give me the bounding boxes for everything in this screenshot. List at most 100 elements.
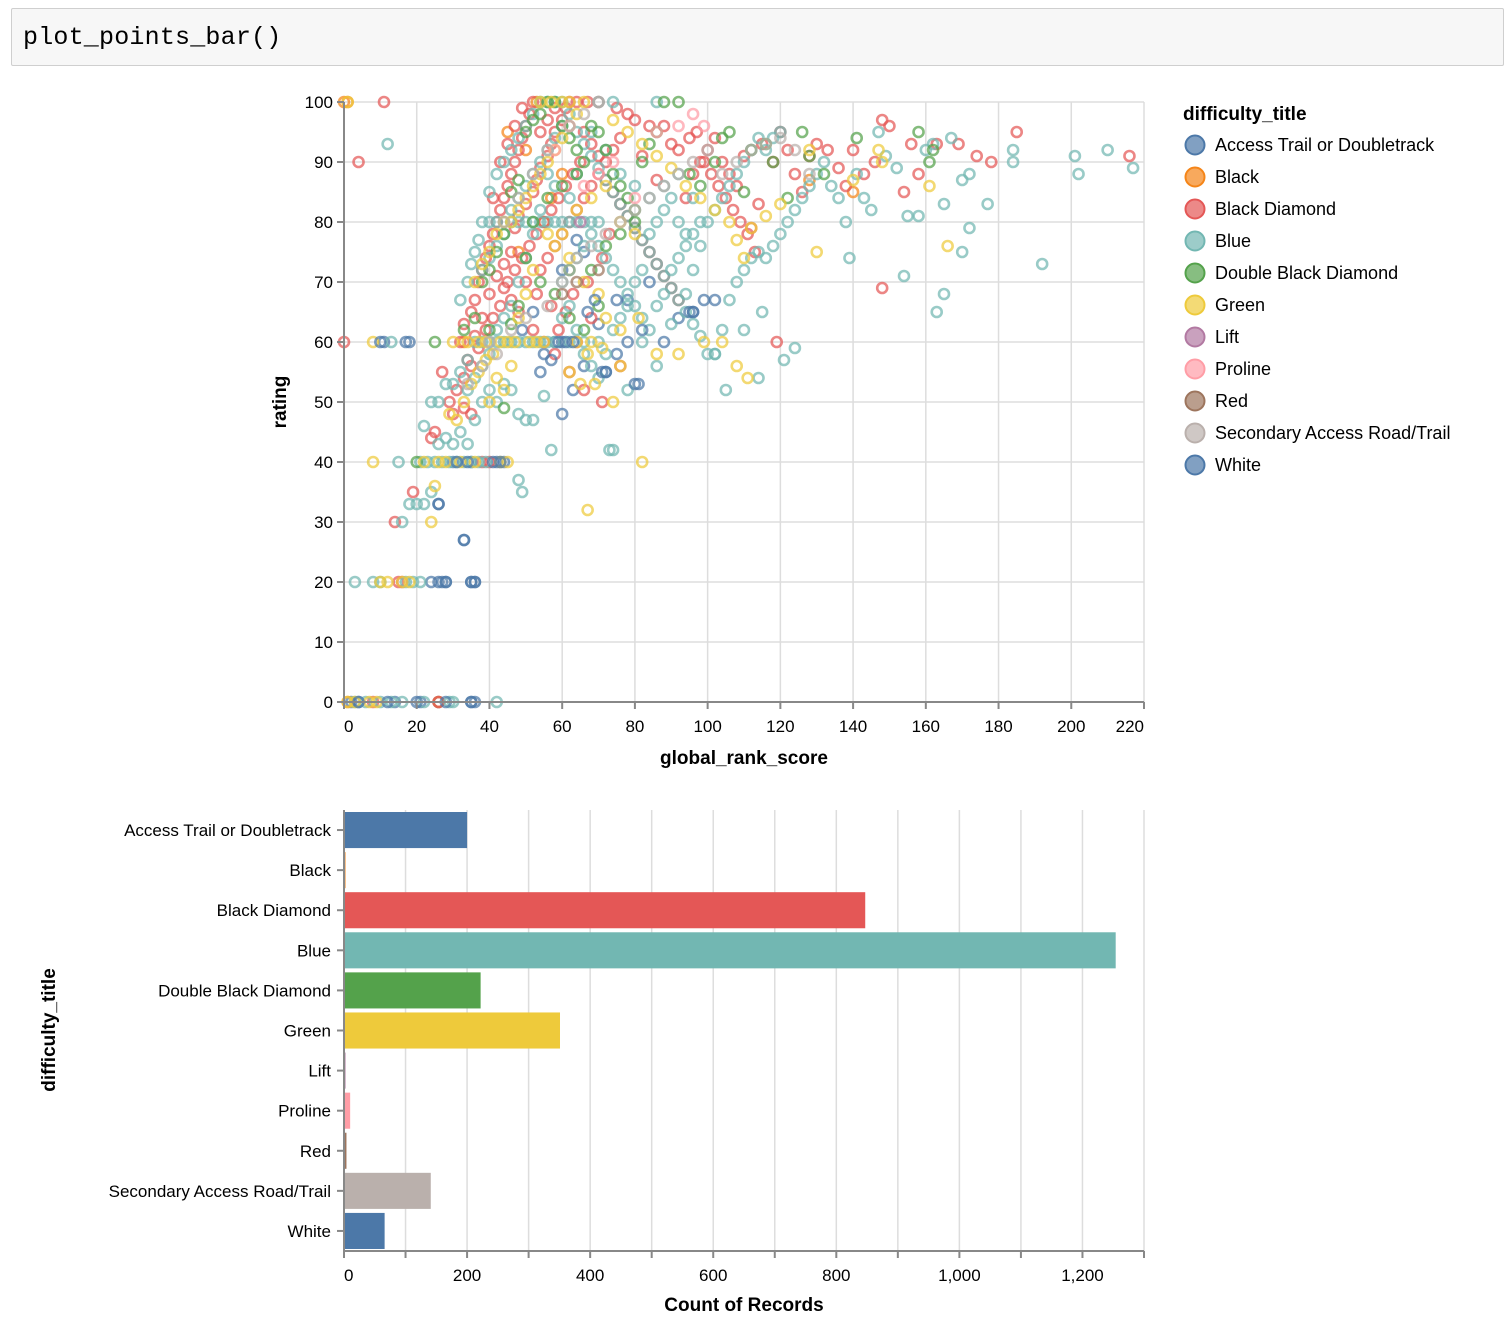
scatter-point-black-diamond [795,185,809,199]
scatter-x-tick-label: 120 [766,717,794,736]
scatter-point-blue [621,287,634,301]
scatter-point-black-diamond [1010,125,1024,139]
scatter-point-green [599,311,613,325]
scatter-point-green [570,203,584,217]
scatter-point-black-diamond [614,131,627,145]
legend-item[interactable]: Access Trail or Doubletrack [1184,134,1436,156]
scatter-point-black-diamond [832,161,845,175]
scatter-point-black-diamond [875,281,889,295]
scatter-point-black-diamond [508,263,522,277]
legend-item[interactable]: Black [1184,166,1261,188]
scatter-point-blue [650,359,664,373]
scatter-point-blue [548,179,562,193]
scatter-point-blue [504,143,518,157]
legend-item[interactable]: Lift [1184,326,1240,348]
scatter-point-double-black-diamond [475,275,489,289]
scatter-x-tick-label: 100 [693,717,721,736]
scatter-point-blue [664,281,678,295]
legend-item[interactable]: Blue [1184,230,1252,252]
scatter-point-green [468,455,482,469]
scatter-point-double-black-diamond [926,143,940,157]
scatter-point-black-diamond [970,149,984,163]
legend-item[interactable]: Black Diamond [1184,198,1337,220]
scatter-point-double-black-diamond [534,107,547,121]
scatter-point-white [708,293,722,307]
scatter-point-black-diamond [541,113,554,127]
scatter-point-blue [563,263,576,277]
scatter-point-green [606,395,620,409]
scatter-point-blue [461,353,474,367]
scatter-point-blue [752,245,765,259]
scatter-point-blue [1126,161,1140,175]
legend-symbol-icon [1184,390,1206,412]
scatter-point-green [563,365,576,379]
scatter-point-green [679,179,693,193]
legend-item[interactable]: Proline [1184,358,1272,380]
legend-item[interactable]: Green [1184,294,1266,316]
scatter-point-blue [446,377,460,391]
bar-x-tick-label: 400 [576,1266,604,1285]
scatter-point-green [730,233,744,247]
bar [344,1132,347,1169]
code-cell[interactable]: plot_points_bar() [11,8,1504,66]
scatter-y-tick-label: 70 [314,273,333,292]
scatter-point-secondary-access-road-trail [555,275,569,289]
legend-item[interactable]: Secondary Access Road/Trail [1184,422,1451,444]
legend-item[interactable]: Red [1184,390,1249,412]
scatter-point-green [574,377,587,391]
bar-y-axis-title: difficulty_title [39,968,60,1092]
scatter-point-blue [650,299,664,313]
scatter-point-black-diamond [904,137,918,151]
bar-x-tick-label: 200 [453,1266,481,1285]
legend-item[interactable]: White [1184,454,1262,476]
scatter-point-green [381,575,394,589]
scatter-point-blue [424,395,438,409]
scatter-point-white [534,365,547,379]
scatter-point-black [501,125,514,139]
scatter-point-blue [955,173,969,187]
scatter-point-double-black-diamond [410,455,424,469]
scatter-point-blue [584,227,598,241]
bar-x-tick-label: 0 [344,1266,353,1285]
bar-chart: 0 200 400 600 800 1,000 1,200 Access Trail or D… [39,810,1145,1316]
scatter-point-double-black-diamond [497,227,511,241]
scatter-point-blue [584,359,598,373]
bar-y-tick-label: Blue [297,941,331,960]
scatter-point-blue [766,239,780,253]
scatter-point-blue [519,179,533,193]
scatter-point-black-diamond [708,131,722,145]
scatter-point-access-trail-or-doubletrack [672,311,685,325]
scatter-point-blue [584,149,598,163]
scatter-point-blue [490,167,504,181]
scatter-point-black-diamond [821,143,834,157]
scatter-point-black-diamond [628,113,642,127]
scatter-point-white [635,323,649,337]
scatter-point-secondary-access-road-trail [614,215,627,229]
bar-y-tick-label: Red [300,1142,331,1161]
scatter-point-blue [548,131,562,145]
scatter-point-black-diamond [952,137,965,151]
scatter-point-black-diamond [621,107,634,121]
scatter-point-green [614,359,627,373]
scatter-point-blue [1101,143,1114,157]
scatter-point-green [664,161,678,175]
scatter-point-green [875,155,889,169]
scatter-point-green [635,137,649,151]
scatter-point-black-diamond [519,197,533,211]
scatter-point-green [395,575,409,589]
scatter-point-green [614,323,627,337]
scatter-point-secondary-access-road-trail [483,335,496,349]
scatter-point-double-black-diamond [850,131,864,145]
scatter-point-green [595,341,609,355]
scatter-point-proline [650,125,664,139]
scatter-point-secondary-access-road-trail [759,137,773,151]
scatter-point-double-black-diamond [497,401,511,415]
scatter-point-double-black-diamond [737,185,751,199]
legend-symbol-icon [1184,198,1206,220]
scatter-point-blue [534,155,547,169]
scatter-x-tick-label: 0 [344,717,353,736]
legend-item[interactable]: Double Black Diamond [1184,262,1399,284]
scatter-point-blue [788,203,802,217]
scatter-point-green [555,131,569,145]
scatter-point-blue [759,143,773,157]
